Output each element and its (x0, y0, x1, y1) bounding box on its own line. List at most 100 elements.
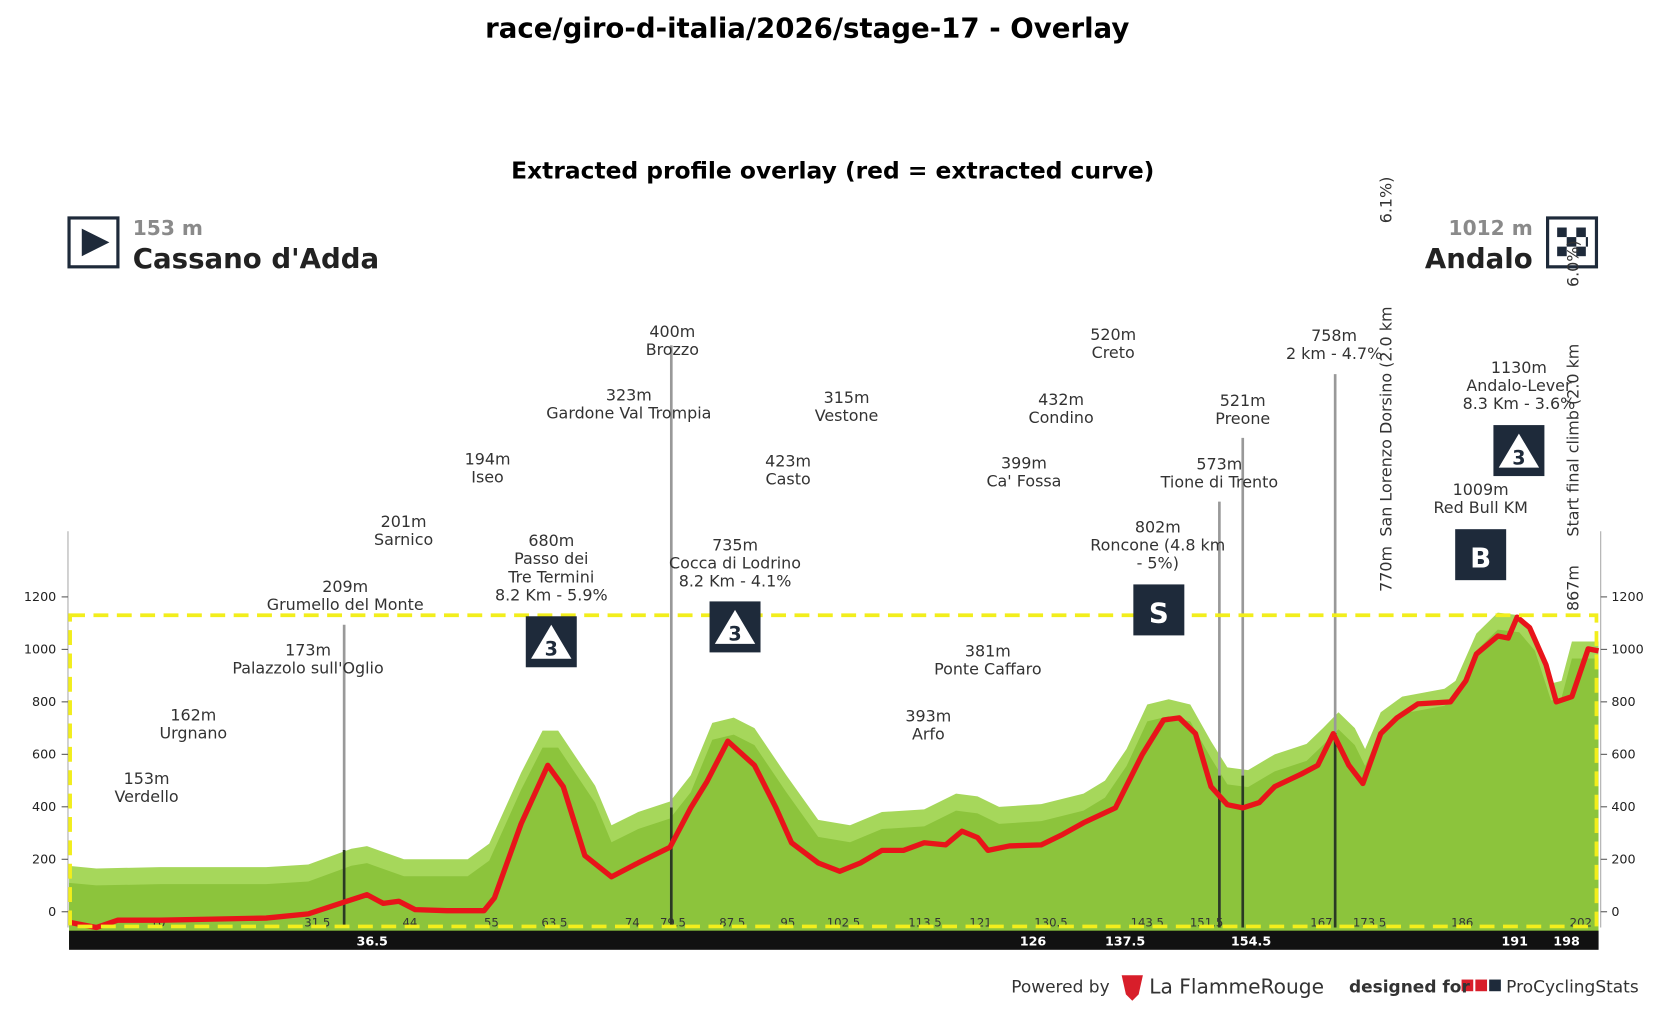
annotation: 1130m (1491, 358, 1547, 377)
badge-triangle (1498, 433, 1540, 468)
badge-label: B (1470, 541, 1491, 574)
start-icon (67, 216, 120, 269)
y-tick-label: 1200 (24, 590, 56, 605)
y-tick-label: 800 (32, 695, 56, 710)
annotation: Tione di Trento (1160, 473, 1278, 492)
start-elevation: 153 m (133, 216, 203, 240)
footer-powered: Powered by (1011, 977, 1109, 997)
y-tick-label: 0 (1611, 905, 1619, 920)
annotation: 802m (1135, 517, 1181, 536)
plot: 0 0 200 200 400 400 600 600 800 800 1000 1000 1200 12… (24, 177, 1644, 950)
annotation: Ca' Fossa (986, 472, 1061, 491)
annotation: Gardone Val Trompia (546, 404, 711, 423)
chart-title: race/giro-d-italia/2026/stage-17 - Overl… (485, 11, 1129, 44)
annotation: 521m (1220, 391, 1266, 410)
annotation: Casto (766, 470, 811, 489)
annotation: 400m (649, 322, 695, 341)
annotation: 323m (606, 386, 652, 405)
badge-label: 3 (545, 638, 558, 661)
annotation: Cocca di Lodrino (669, 553, 801, 572)
x-tick-label-lower: 137.5 (1105, 935, 1145, 950)
annotation: Ponte Caffaro (934, 660, 1042, 679)
annotation: Brozzo (646, 340, 699, 359)
annotation: 2 km - 4.7% (1286, 344, 1382, 363)
y-tick-label: 200 (32, 853, 56, 868)
footer-site: ProCyclingStats (1506, 977, 1639, 997)
y-tick-label: 1000 (1611, 643, 1643, 658)
y-tick-label: 400 (1611, 800, 1635, 815)
annotation: Iseo (471, 467, 504, 486)
annotation: 209m (322, 577, 368, 596)
annotation: 173m (285, 641, 331, 660)
annotation-rotated: 6.1%) (1376, 177, 1395, 224)
annotation: Arfo (912, 724, 945, 743)
annotation: 8.3 Km - 3.6% (1463, 394, 1576, 413)
y-tick-label: 1000 (24, 643, 56, 658)
badge (1133, 584, 1185, 636)
annotation: Andalo-Lever (1466, 376, 1572, 395)
x-tick-label-lower: 198 (1553, 935, 1580, 950)
y-tick-label: 600 (1611, 748, 1635, 763)
annotation: Preone (1215, 409, 1270, 428)
annotation: 423m (765, 452, 811, 471)
annotation: 162m (170, 705, 216, 724)
x-tick-label-lower: 154.5 (1231, 935, 1271, 950)
annotation: 680m (528, 531, 574, 550)
finish-icon (1546, 216, 1599, 269)
annotation-rotated: 867m (1563, 565, 1582, 611)
annotation: 393m (905, 706, 951, 725)
y-tick-label: 400 (32, 800, 56, 815)
y-tick-label: 600 (32, 748, 56, 763)
profile-shade (69, 629, 1599, 945)
annotation: 432m (1038, 390, 1084, 409)
annotation: Verdello (114, 787, 178, 806)
annotation: Passo dei (514, 549, 588, 568)
annotation: 735m (712, 535, 758, 554)
annotation-rotated: Start final climb (2.0 km (1563, 344, 1582, 537)
x-tick-label-lower: 191 (1501, 935, 1528, 950)
y-tick-label: 0 (48, 905, 56, 920)
y-tick-label: 200 (1611, 853, 1635, 868)
annotation-rotated: San Lorenzo Dorsino (2.0 km (1376, 307, 1395, 537)
km-bar (69, 930, 1599, 950)
annotation: 8.2 Km - 5.9% (495, 585, 608, 604)
badge-label: 3 (728, 623, 741, 646)
annotation: Tre Termini (507, 567, 594, 586)
annotation: Vestone (815, 406, 879, 425)
y-tick-label: 1200 (1611, 590, 1643, 605)
annotation: 758m (1311, 326, 1357, 345)
overlay-box (68, 613, 1599, 929)
annotation: Red Bull KM (1433, 498, 1527, 517)
annotation: Sarnico (374, 530, 433, 549)
x-tick-label: 151.5 (1190, 915, 1223, 929)
badge (1455, 529, 1507, 581)
footer-designed: designed for (1349, 977, 1471, 997)
annotation: Urgnano (159, 723, 227, 742)
annotation: - 5%) (1137, 553, 1179, 572)
annotation: Palazzolo sull'Oglio (232, 659, 383, 678)
badge-label: S (1149, 597, 1169, 630)
annotation: Creto (1092, 343, 1135, 362)
annotation: Condino (1028, 408, 1093, 427)
annotation: 153m (124, 769, 170, 788)
badge-label: 3 (1512, 446, 1525, 469)
annotation: 8.2 Km - 4.1% (679, 572, 792, 591)
extracted-curve (68, 614, 1600, 931)
annotation: 315m (824, 388, 870, 407)
annotation: Grumello del Monte (267, 595, 424, 614)
finish-name: Andalo (1425, 242, 1533, 275)
annotation-rotated: 6.0%) (1563, 240, 1582, 287)
flammerouge-logo (1121, 975, 1143, 1001)
badge-triangle (531, 624, 572, 659)
annotation-rotated: 770m (1376, 546, 1395, 592)
x-tick-label-lower: 36.5 (356, 935, 387, 950)
badge-triangle (714, 609, 756, 644)
chart-subtitle: Extracted profile overlay (red = extract… (511, 157, 1154, 185)
x-tick-label: 173.5 (1353, 915, 1386, 929)
pcs-logo (1461, 979, 1501, 992)
x-tick-label-lower: 126 (1020, 935, 1047, 950)
finish-elevation: 1012 m (1449, 216, 1533, 240)
y-tick-label: 800 (1611, 695, 1635, 710)
annotation: 194m (465, 449, 511, 468)
